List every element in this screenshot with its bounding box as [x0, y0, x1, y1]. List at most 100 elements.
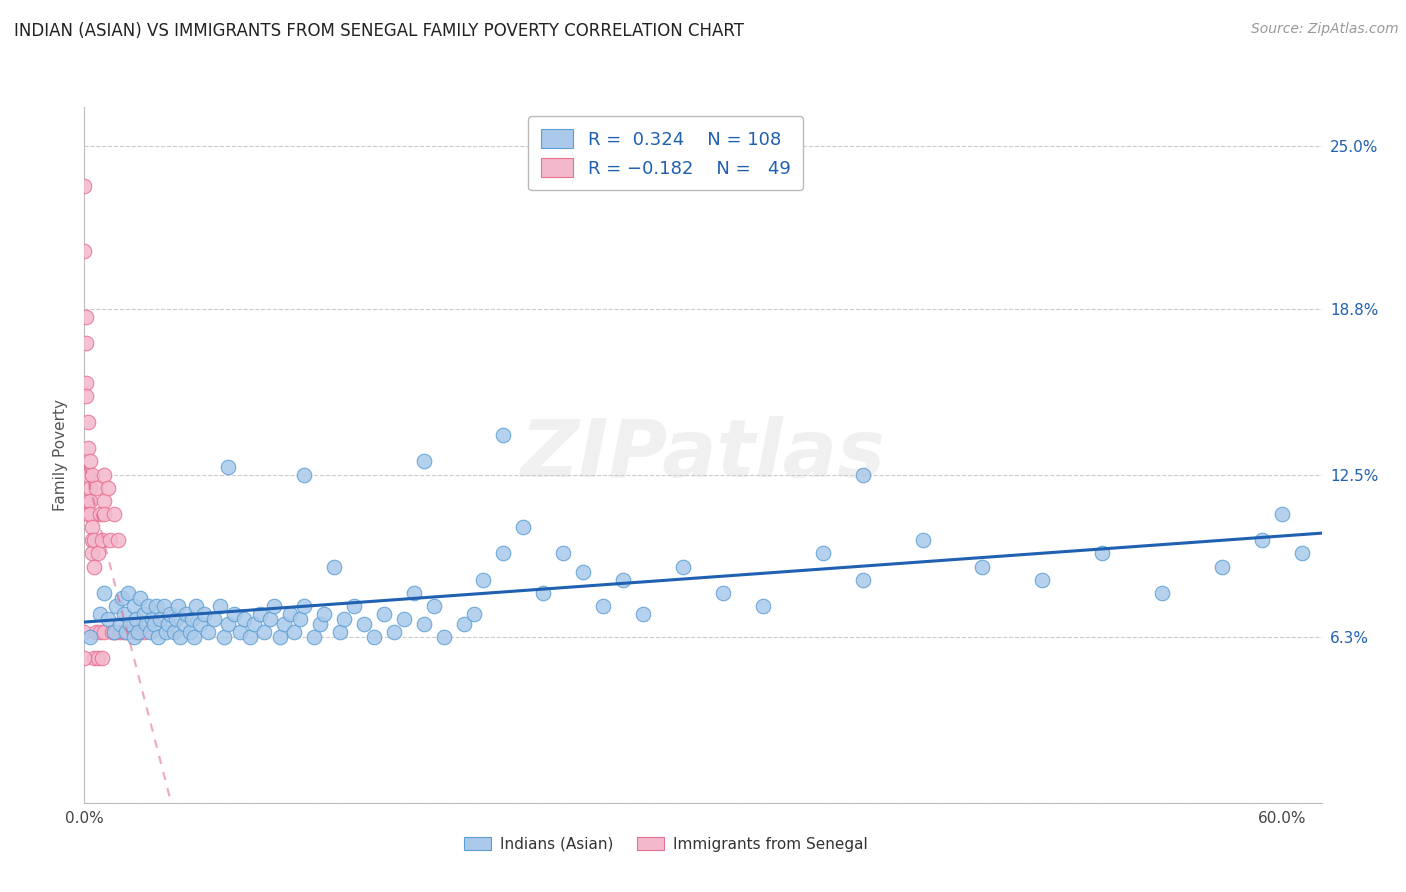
- Point: [141, 612, 163, 626]
- Point: [197, 625, 219, 640]
- Point: [249, 607, 271, 621]
- Point: [302, 631, 325, 645]
- Point: [75, 336, 97, 351]
- Point: [183, 631, 205, 645]
- Point: [93, 494, 115, 508]
- Point: [174, 607, 197, 621]
- Point: [73, 651, 96, 665]
- Point: [122, 625, 145, 640]
- Point: [139, 625, 162, 640]
- Point: [87, 546, 110, 560]
- Point: [308, 617, 330, 632]
- Point: [278, 607, 301, 621]
- Point: [531, 586, 554, 600]
- Point: [79, 631, 101, 645]
- Point: [852, 573, 875, 587]
- Point: [111, 591, 134, 605]
- Point: [73, 178, 96, 193]
- Point: [202, 612, 225, 626]
- Point: [145, 599, 167, 613]
- Point: [112, 607, 135, 621]
- Point: [165, 612, 187, 626]
- Point: [82, 546, 104, 560]
- Point: [93, 507, 115, 521]
- Point: [269, 631, 291, 645]
- Point: [101, 625, 124, 640]
- Point: [79, 481, 101, 495]
- Point: [93, 586, 115, 600]
- Legend: Indians (Asian), Immigrants from Senegal: Indians (Asian), Immigrants from Senegal: [457, 830, 875, 858]
- Text: Source: ZipAtlas.com: Source: ZipAtlas.com: [1251, 22, 1399, 37]
- Point: [77, 415, 100, 429]
- Text: ZIPatlas: ZIPatlas: [520, 416, 886, 494]
- Point: [77, 494, 100, 508]
- Point: [75, 376, 97, 390]
- Point: [852, 467, 875, 482]
- Point: [217, 617, 239, 632]
- Point: [512, 520, 534, 534]
- Point: [188, 617, 211, 632]
- Point: [392, 612, 415, 626]
- Point: [73, 625, 96, 640]
- Point: [173, 617, 195, 632]
- Point: [1271, 507, 1294, 521]
- Point: [93, 625, 115, 640]
- Point: [134, 625, 156, 640]
- Point: [79, 454, 101, 468]
- Text: INDIAN (ASIAN) VS IMMIGRANTS FROM SENEGAL FAMILY POVERTY CORRELATION CHART: INDIAN (ASIAN) VS IMMIGRANTS FROM SENEGA…: [14, 22, 744, 40]
- Point: [93, 467, 115, 482]
- Point: [110, 625, 132, 640]
- Point: [432, 631, 454, 645]
- Point: [83, 651, 105, 665]
- Point: [212, 631, 235, 645]
- Point: [87, 651, 110, 665]
- Point: [167, 599, 190, 613]
- Point: [312, 607, 335, 621]
- Point: [91, 533, 114, 548]
- Point: [91, 651, 114, 665]
- Point: [103, 625, 125, 640]
- Point: [253, 625, 276, 640]
- Point: [179, 625, 201, 640]
- Point: [373, 607, 395, 621]
- Point: [127, 625, 149, 640]
- Point: [89, 625, 111, 640]
- Point: [163, 625, 186, 640]
- Point: [105, 599, 128, 613]
- Point: [273, 617, 295, 632]
- Point: [322, 559, 344, 574]
- Point: [86, 625, 108, 640]
- Point: [125, 612, 148, 626]
- Point: [283, 625, 305, 640]
- Point: [98, 533, 121, 548]
- Point: [75, 389, 97, 403]
- Y-axis label: Family Poverty: Family Poverty: [52, 399, 67, 511]
- Point: [83, 559, 105, 574]
- Point: [239, 631, 262, 645]
- Point: [155, 625, 177, 640]
- Point: [333, 612, 356, 626]
- Point: [107, 533, 129, 548]
- Point: [77, 507, 100, 521]
- Point: [83, 533, 105, 548]
- Point: [82, 520, 104, 534]
- Point: [122, 631, 145, 645]
- Point: [592, 599, 614, 613]
- Point: [75, 310, 97, 324]
- Point: [492, 428, 515, 442]
- Point: [811, 546, 834, 560]
- Point: [382, 625, 405, 640]
- Point: [148, 631, 170, 645]
- Point: [412, 617, 434, 632]
- Point: [1091, 546, 1114, 560]
- Point: [73, 244, 96, 259]
- Point: [222, 607, 245, 621]
- Point: [572, 565, 595, 579]
- Point: [1250, 533, 1272, 548]
- Point: [553, 546, 575, 560]
- Point: [412, 454, 434, 468]
- Point: [402, 586, 425, 600]
- Point: [233, 612, 256, 626]
- Point: [117, 625, 139, 640]
- Point: [89, 507, 111, 521]
